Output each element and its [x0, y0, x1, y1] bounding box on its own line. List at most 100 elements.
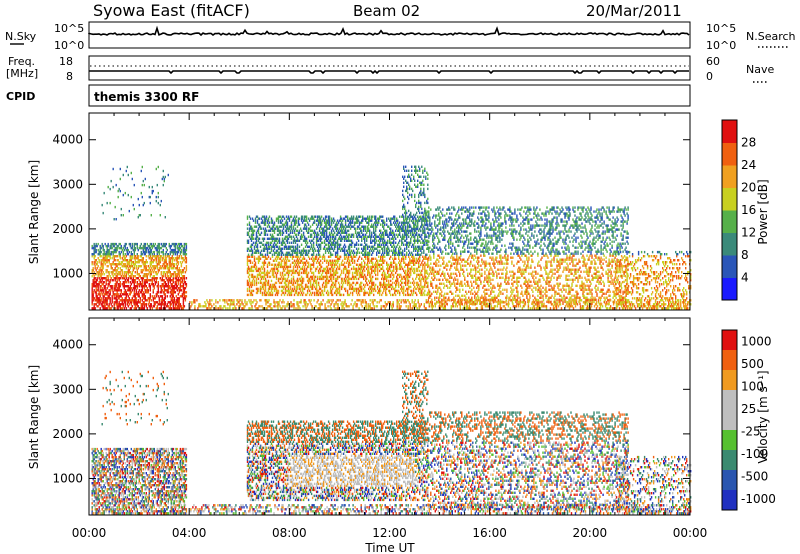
- data-cell: [263, 263, 266, 266]
- data-cell: [145, 273, 147, 276]
- data-cell: [170, 265, 172, 268]
- data-cell: [258, 267, 261, 271]
- data-cell: [417, 283, 419, 287]
- data-cell: [138, 285, 140, 288]
- data-cell: [401, 253, 403, 256]
- data-cell: [181, 244, 184, 248]
- sky-left-tick-bottom: 10^0: [54, 39, 84, 52]
- data-cell: [312, 265, 315, 269]
- data-cell: [250, 269, 253, 273]
- data-cell: [176, 259, 178, 262]
- data-cell: [278, 253, 281, 256]
- data-cell: [133, 244, 135, 248]
- data-cell: [394, 255, 396, 258]
- data-cell: [291, 245, 294, 248]
- data-cell: [377, 223, 379, 226]
- data-cell: [138, 203, 140, 207]
- data-cell: [278, 281, 281, 285]
- data-cell: [410, 289, 412, 293]
- data-cell: [375, 277, 377, 281]
- data-cell: [102, 271, 104, 274]
- data-cell: [163, 289, 165, 292]
- data-cell: [335, 293, 338, 297]
- data-cell: [134, 305, 136, 308]
- data-cell: [285, 285, 288, 289]
- data-cell: [372, 245, 374, 248]
- data-cell: [247, 267, 250, 271]
- data-cell: [91, 289, 93, 292]
- data-cell: [363, 229, 365, 232]
- data-cell: [95, 287, 97, 290]
- data-cell: [127, 269, 129, 272]
- data-cell: [283, 277, 286, 281]
- data-cell: [128, 263, 130, 266]
- data-cell: [373, 235, 375, 238]
- data-cell: [165, 261, 167, 264]
- data-cell: [180, 285, 183, 288]
- data-cell: [347, 223, 350, 226]
- data-cell: [124, 259, 126, 262]
- data-cell: [341, 283, 344, 287]
- data-cell: [297, 279, 300, 283]
- data-cell: [126, 303, 128, 306]
- data-cell: [340, 263, 343, 266]
- data-cell: [391, 249, 393, 252]
- data-cell: [304, 271, 307, 275]
- data-cell: [367, 263, 369, 266]
- data-cell: [277, 219, 280, 222]
- data-cell: [246, 281, 249, 285]
- data-cell: [251, 249, 254, 252]
- data-cell: [367, 269, 369, 273]
- data-cell: [371, 265, 373, 269]
- data-cell: [380, 231, 382, 234]
- data-cell: [156, 291, 158, 294]
- data-cell: [329, 251, 332, 254]
- data-cell: [255, 215, 258, 218]
- data-cell: [334, 289, 337, 293]
- data-cell: [285, 247, 288, 250]
- data-cell: [118, 261, 120, 264]
- data-cell: [111, 285, 113, 288]
- data-cell: [281, 233, 284, 236]
- data-cell: [402, 227, 404, 230]
- data-cell: [99, 248, 101, 252]
- data-cell: [420, 273, 422, 277]
- data-cell: [320, 233, 323, 236]
- data-cell: [406, 275, 408, 279]
- data-cell: [350, 241, 353, 244]
- data-cell: [338, 287, 341, 291]
- data-cell: [369, 229, 371, 232]
- data-cell: [106, 299, 108, 302]
- data-cell: [304, 245, 307, 248]
- data-cell: [137, 261, 139, 264]
- data-cell: [178, 275, 180, 278]
- data-cell: [332, 271, 335, 275]
- data-cell: [399, 291, 401, 295]
- data-cell: [261, 255, 264, 258]
- data-cell: [133, 299, 135, 302]
- data-cell: [130, 291, 132, 294]
- data-cell: [95, 259, 97, 262]
- data-cell: [147, 291, 149, 294]
- data-cell: [115, 269, 117, 272]
- data-cell: [143, 275, 145, 278]
- data-cell: [296, 261, 299, 264]
- data-cell: [100, 277, 102, 280]
- data-cell: [172, 273, 174, 276]
- data-cell: [282, 239, 285, 242]
- data-cell: [348, 269, 351, 273]
- data-cell: [299, 237, 302, 240]
- data-cell: [335, 223, 338, 226]
- data-cell: [105, 307, 107, 310]
- data-cell: [356, 259, 359, 262]
- data-cell: [419, 259, 421, 262]
- data-cell: [415, 229, 417, 232]
- data-cell: [293, 285, 296, 289]
- data-cell: [169, 307, 171, 310]
- data-cell: [119, 307, 121, 310]
- data-cell: [417, 225, 419, 228]
- data-cell: [309, 263, 312, 266]
- data-cell: [264, 233, 267, 236]
- data-cell: [314, 281, 317, 285]
- data-cell: [346, 217, 349, 220]
